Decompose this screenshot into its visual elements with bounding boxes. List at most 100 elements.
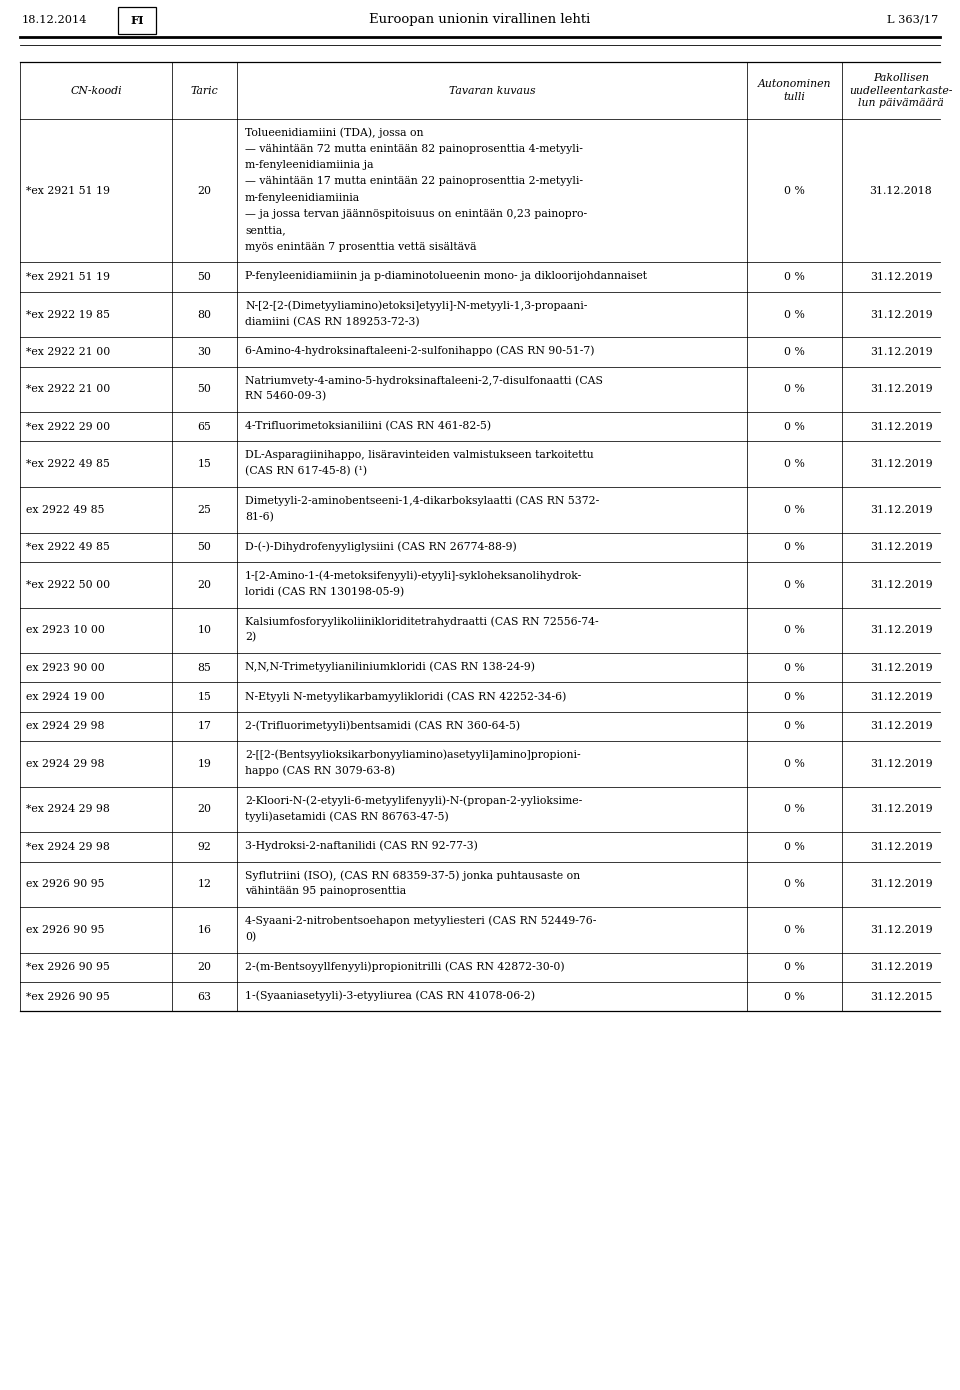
Text: CN-koodi: CN-koodi	[70, 86, 122, 96]
Text: 0 %: 0 %	[784, 385, 804, 395]
Text: DL-Asparagiinihappo, lisäravinteiden valmistukseen tarkoitettu: DL-Asparagiinihappo, lisäravinteiden val…	[245, 450, 593, 460]
Text: m-fenyleenidiamiinia ja: m-fenyleenidiamiinia ja	[245, 160, 373, 170]
Text: 20: 20	[198, 580, 211, 589]
Text: 31.12.2019: 31.12.2019	[870, 272, 932, 282]
Text: ex 2926 90 95: ex 2926 90 95	[26, 880, 105, 890]
Text: 0 %: 0 %	[784, 272, 804, 282]
Text: 0 %: 0 %	[784, 991, 804, 1002]
Text: *ex 2922 19 85: *ex 2922 19 85	[26, 310, 110, 320]
Text: RN 5460-09-3): RN 5460-09-3)	[245, 392, 326, 402]
Text: 31.12.2019: 31.12.2019	[870, 626, 932, 635]
Text: 0 %: 0 %	[784, 505, 804, 514]
Text: Tolueenidiamiini (TDA), jossa on: Tolueenidiamiini (TDA), jossa on	[245, 128, 423, 138]
Text: 0 %: 0 %	[784, 542, 804, 552]
Text: *ex 2922 21 00: *ex 2922 21 00	[26, 348, 110, 357]
Text: 12: 12	[198, 880, 211, 890]
Text: FI: FI	[131, 14, 144, 25]
Text: D-(-)-Dihydrofenyyliglysiini (CAS RN 26774-88-9): D-(-)-Dihydrofenyyliglysiini (CAS RN 267…	[245, 541, 516, 552]
Text: Dimetyyli-2-aminobentseeni-1,4-dikarboksylaatti (CAS RN 5372-: Dimetyyli-2-aminobentseeni-1,4-dikarboks…	[245, 496, 599, 506]
Text: *ex 2922 50 00: *ex 2922 50 00	[26, 580, 110, 589]
Text: 63: 63	[198, 991, 211, 1002]
Text: Kalsiumfosforyylikoliinikloriditetrahydraatti (CAS RN 72556-74-: Kalsiumfosforyylikoliinikloriditetrahydr…	[245, 616, 599, 627]
Text: Syflutriini (ISO), (CAS RN 68359-37-5) jonka puhtausaste on: Syflutriini (ISO), (CAS RN 68359-37-5) j…	[245, 870, 580, 881]
Text: Natriumvety-4-amino-5-hydroksinaftaleeni-2,7-disulfonaatti (CAS: Natriumvety-4-amino-5-hydroksinaftaleeni…	[245, 375, 603, 385]
Text: 18.12.2014: 18.12.2014	[22, 15, 87, 25]
Text: diamiini (CAS RN 189253-72-3): diamiini (CAS RN 189253-72-3)	[245, 317, 420, 327]
Text: 31.12.2019: 31.12.2019	[870, 842, 932, 852]
Text: 31.12.2019: 31.12.2019	[870, 385, 932, 395]
Text: ex 2922 49 85: ex 2922 49 85	[26, 505, 105, 514]
Text: 0 %: 0 %	[784, 421, 804, 432]
Text: 31.12.2015: 31.12.2015	[870, 991, 932, 1002]
Text: 0 %: 0 %	[784, 805, 804, 815]
Text: 2): 2)	[245, 632, 256, 642]
Text: tyyli)asetamidi (CAS RN 86763-47-5): tyyli)asetamidi (CAS RN 86763-47-5)	[245, 812, 448, 821]
Text: Taric: Taric	[191, 86, 218, 96]
Text: 1-[2-Amino-1-(4-metoksifenyyli)-etyyli]-sykloheksanolihydrok-: 1-[2-Amino-1-(4-metoksifenyyli)-etyyli]-…	[245, 570, 583, 581]
Text: 1-(Syaaniasetyyli)-3-etyyliurea (CAS RN 41078-06-2): 1-(Syaaniasetyyli)-3-etyyliurea (CAS RN …	[245, 991, 535, 1001]
Text: 0 %: 0 %	[784, 880, 804, 890]
Text: N-Etyyli N-metyylikarbamyylikloridi (CAS RN 42252-34-6): N-Etyyli N-metyylikarbamyylikloridi (CAS…	[245, 691, 566, 702]
Text: ex 2923 90 00: ex 2923 90 00	[26, 663, 105, 673]
Text: 31.12.2019: 31.12.2019	[870, 459, 932, 470]
Text: ex 2923 10 00: ex 2923 10 00	[26, 626, 105, 635]
Text: 85: 85	[198, 663, 211, 673]
Text: myös enintään 7 prosenttia vettä sisältävä: myös enintään 7 prosenttia vettä sisältä…	[245, 242, 476, 252]
Text: 0 %: 0 %	[784, 186, 804, 196]
Text: 0 %: 0 %	[784, 721, 804, 731]
Text: 31.12.2019: 31.12.2019	[870, 663, 932, 673]
Text: 16: 16	[198, 924, 211, 935]
Text: 2-[[2-(Bentsyylioksikarbonyyliamino)asetyyli]amino]propioni-: 2-[[2-(Bentsyylioksikarbonyyliamino)aset…	[245, 749, 581, 760]
Text: 0 %: 0 %	[784, 348, 804, 357]
Text: 20: 20	[198, 805, 211, 815]
Text: 31.12.2019: 31.12.2019	[870, 880, 932, 890]
Text: 6-Amino-4-hydroksinaftaleeni-2-sulfonihappo (CAS RN 90-51-7): 6-Amino-4-hydroksinaftaleeni-2-sulfoniha…	[245, 346, 594, 356]
Text: 31.12.2019: 31.12.2019	[870, 421, 932, 432]
Text: — ja jossa tervan jäännöspitoisuus on enintään 0,23 painopro-: — ja jossa tervan jäännöspitoisuus on en…	[245, 208, 588, 220]
Text: 0 %: 0 %	[784, 692, 804, 702]
Text: 0 %: 0 %	[784, 459, 804, 470]
Text: 2-(Trifluorimetyyli)bentsamidi (CAS RN 360-64-5): 2-(Trifluorimetyyli)bentsamidi (CAS RN 3…	[245, 720, 520, 731]
Text: Euroopan unionin virallinen lehti: Euroopan unionin virallinen lehti	[370, 14, 590, 26]
Text: *ex 2926 90 95: *ex 2926 90 95	[26, 962, 109, 973]
Text: 31.12.2019: 31.12.2019	[870, 310, 932, 320]
Text: ex 2924 29 98: ex 2924 29 98	[26, 759, 105, 769]
Text: Autonominen
tulli: Autonominen tulli	[757, 79, 831, 101]
Text: 50: 50	[198, 542, 211, 552]
Text: 31.12.2019: 31.12.2019	[870, 805, 932, 815]
Text: 31.12.2018: 31.12.2018	[870, 186, 932, 196]
Text: 31.12.2019: 31.12.2019	[870, 348, 932, 357]
Text: ex 2924 19 00: ex 2924 19 00	[26, 692, 105, 702]
Text: 0 %: 0 %	[784, 663, 804, 673]
Text: 50: 50	[198, 272, 211, 282]
Text: N-[2-[2-(Dimetyyliamino)etoksi]etyyli]-N-metyyli-1,3-propaani-: N-[2-[2-(Dimetyyliamino)etoksi]etyyli]-N…	[245, 300, 588, 311]
Text: 50: 50	[198, 385, 211, 395]
Text: N,N,N-Trimetyylianiliniumkloridi (CAS RN 138-24-9): N,N,N-Trimetyylianiliniumkloridi (CAS RN…	[245, 662, 535, 673]
Text: 31.12.2019: 31.12.2019	[870, 542, 932, 552]
Text: ex 2924 29 98: ex 2924 29 98	[26, 721, 105, 731]
Text: 31.12.2019: 31.12.2019	[870, 962, 932, 973]
Text: 20: 20	[198, 962, 211, 973]
Text: *ex 2922 29 00: *ex 2922 29 00	[26, 421, 110, 432]
FancyBboxPatch shape	[118, 7, 156, 33]
Text: L 363/17: L 363/17	[887, 15, 938, 25]
Text: happo (CAS RN 3079-63-8): happo (CAS RN 3079-63-8)	[245, 766, 396, 777]
Text: 4-Syaani-2-nitrobentsoehapon metyyliesteri (CAS RN 52449-76-: 4-Syaani-2-nitrobentsoehapon metyylieste…	[245, 916, 596, 926]
Text: P-fenyleenidiamiinin ja p-diaminotolueenin mono- ja dikloorijohdannaiset: P-fenyleenidiamiinin ja p-diaminotolueen…	[245, 271, 647, 281]
Text: 25: 25	[198, 505, 211, 514]
Text: 17: 17	[198, 721, 211, 731]
Text: *ex 2921 51 19: *ex 2921 51 19	[26, 186, 110, 196]
Text: 31.12.2019: 31.12.2019	[870, 721, 932, 731]
Text: 31.12.2019: 31.12.2019	[870, 924, 932, 935]
Text: — vähintään 72 mutta enintään 82 painoprosenttia 4-metyyli-: — vähintään 72 mutta enintään 82 painopr…	[245, 143, 583, 154]
Text: m-fenyleenidiamiinia: m-fenyleenidiamiinia	[245, 193, 360, 203]
Text: 2-Kloori-N-(2-etyyli-6-metyylifenyyli)-N-(propan-2-yylioksime-: 2-Kloori-N-(2-etyyli-6-metyylifenyyli)-N…	[245, 795, 583, 806]
Text: (CAS RN 617-45-8) (¹): (CAS RN 617-45-8) (¹)	[245, 466, 367, 477]
Text: 0 %: 0 %	[784, 759, 804, 769]
Text: 31.12.2019: 31.12.2019	[870, 692, 932, 702]
Text: *ex 2922 49 85: *ex 2922 49 85	[26, 542, 109, 552]
Text: *ex 2926 90 95: *ex 2926 90 95	[26, 991, 109, 1002]
Text: 65: 65	[198, 421, 211, 432]
Text: 92: 92	[198, 842, 211, 852]
Text: 30: 30	[198, 348, 211, 357]
